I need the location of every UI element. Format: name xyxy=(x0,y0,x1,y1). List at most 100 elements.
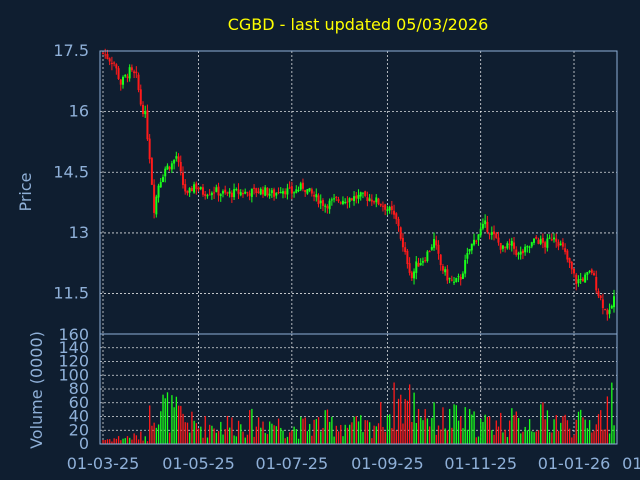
volume-bar xyxy=(546,410,549,444)
volume-bar xyxy=(366,420,369,444)
volume-bar xyxy=(540,404,542,444)
candle-body xyxy=(255,188,258,194)
volume-bar xyxy=(217,430,220,444)
candle-body xyxy=(184,184,187,192)
volume-bar xyxy=(151,425,153,444)
candle-body xyxy=(284,191,287,195)
candle-body xyxy=(448,278,451,280)
volume-bar xyxy=(235,436,238,444)
volume-bar xyxy=(517,418,520,444)
candle-body xyxy=(339,202,342,204)
volume-bar xyxy=(504,429,506,444)
candle-body xyxy=(590,269,593,273)
volume-top-tick-label: 160 xyxy=(58,325,89,344)
volume-bar xyxy=(433,402,435,444)
candle-body xyxy=(126,76,129,78)
candle-body xyxy=(159,182,162,188)
volume-tick-label: 80 xyxy=(69,379,89,398)
candle-body xyxy=(219,194,222,196)
volume-bar xyxy=(126,436,129,444)
candle-body xyxy=(306,189,309,194)
candle-body xyxy=(473,239,476,245)
volume-bar xyxy=(324,410,326,444)
volume-tick-label: 60 xyxy=(69,393,89,412)
volume-bar xyxy=(191,411,193,444)
volume-bar xyxy=(417,408,420,444)
volume-bar xyxy=(400,394,402,444)
volume-bar xyxy=(351,422,353,444)
candle-body xyxy=(457,276,460,278)
volume-bar xyxy=(404,398,406,444)
volume-bar xyxy=(595,424,597,444)
candle-body xyxy=(190,188,193,192)
candle-body xyxy=(444,269,447,273)
candle-body xyxy=(290,186,293,194)
candle-body xyxy=(513,242,516,249)
candle-body xyxy=(455,278,458,282)
candle-body xyxy=(130,67,133,71)
volume-bar xyxy=(306,431,309,444)
candle-body xyxy=(324,205,327,207)
volume-bar xyxy=(502,432,504,444)
volume-bar xyxy=(177,405,180,444)
volume-bar xyxy=(522,431,524,444)
candle-body xyxy=(179,161,182,172)
volume-bar xyxy=(353,416,355,444)
candle-body xyxy=(470,243,473,251)
volume-bar xyxy=(357,421,360,444)
volume-bar xyxy=(137,439,140,444)
candle-body xyxy=(297,189,300,191)
candle-body xyxy=(364,191,367,196)
volume-bar xyxy=(397,398,400,444)
volume-bar xyxy=(571,437,573,444)
candle-body xyxy=(446,269,449,281)
volume-bar xyxy=(544,419,546,444)
candle-body xyxy=(479,228,482,236)
candle-body xyxy=(610,305,613,309)
volume-bar xyxy=(380,402,382,444)
candle-body xyxy=(564,248,567,252)
volume-bar xyxy=(240,424,242,444)
volume-bar xyxy=(215,432,218,444)
candle-body xyxy=(373,201,376,203)
volume-bar xyxy=(575,419,577,444)
volume-bar xyxy=(202,437,204,444)
volume-bar xyxy=(262,421,264,444)
volume-bar xyxy=(144,436,146,444)
x-tick-label: 01-03-26 xyxy=(622,454,640,473)
volume-bar xyxy=(195,423,198,444)
candle-body xyxy=(286,188,289,195)
volume-bar xyxy=(302,418,304,444)
volume-bar xyxy=(293,426,295,444)
volume-bar xyxy=(553,419,555,444)
candle-body xyxy=(204,193,207,197)
candle-body xyxy=(597,291,600,297)
candle-body xyxy=(550,239,553,241)
volume-bar xyxy=(229,427,231,444)
candle-body xyxy=(308,188,311,191)
candle-body xyxy=(573,268,576,274)
candle-body xyxy=(155,196,158,215)
candle-body xyxy=(146,110,149,140)
candle-body xyxy=(384,204,387,210)
candle-body xyxy=(386,209,389,212)
volume-bar xyxy=(184,422,186,444)
candle-body xyxy=(239,192,242,196)
candle-body xyxy=(137,74,140,90)
volume-bar xyxy=(386,415,389,444)
volume-bar xyxy=(444,428,446,444)
volume-bar xyxy=(129,437,131,444)
volume-bar xyxy=(149,405,151,444)
volume-bar xyxy=(468,409,471,444)
candle-body xyxy=(553,237,556,240)
volume-bar xyxy=(531,431,533,444)
candle-body xyxy=(177,156,180,163)
volume-bar xyxy=(428,426,431,444)
candle-body xyxy=(557,241,560,247)
volume-bar xyxy=(453,404,455,444)
candle-body xyxy=(419,263,422,266)
candle-body xyxy=(244,191,247,194)
volume-bar xyxy=(604,429,606,444)
